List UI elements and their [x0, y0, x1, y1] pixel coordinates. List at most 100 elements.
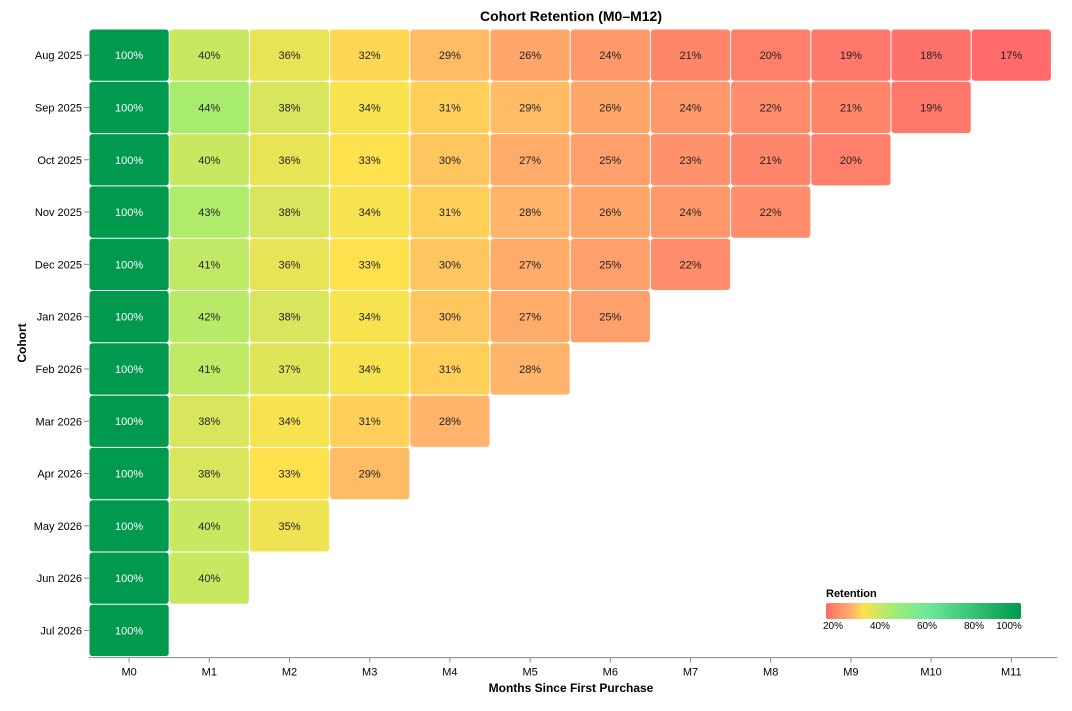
cell-value-label: 23% — [679, 155, 701, 167]
heatmap-cell — [169, 343, 249, 395]
heatmap-cell — [570, 186, 650, 238]
cell-value-label: 25% — [599, 155, 621, 167]
cell-value-label: 33% — [359, 155, 381, 167]
heatmap-cell — [249, 134, 330, 186]
heatmap-cell — [410, 291, 490, 343]
cell-value-label: 100% — [115, 573, 143, 585]
heatmap-cell — [410, 395, 490, 447]
cell-value-label: 36% — [278, 50, 300, 62]
cell-value-label: 40% — [198, 50, 220, 62]
heatmap-cell — [891, 81, 971, 134]
heatmap-cell — [249, 291, 330, 343]
cell-value-label: 21% — [760, 155, 782, 167]
cell-value-label: 27% — [519, 155, 541, 167]
x-tick-label: M8 — [763, 667, 778, 679]
heatmap-cell — [330, 81, 410, 134]
cell-value-label: 44% — [198, 102, 220, 114]
y-tick-label: Jun 2026 — [37, 573, 82, 585]
cell-value-label: 100% — [115, 521, 143, 533]
cell-value-label: 21% — [679, 50, 701, 62]
cell-value-label: 34% — [359, 207, 381, 219]
heatmap-cell — [650, 81, 731, 134]
heatmap-cell — [811, 81, 891, 134]
heatmap-cell — [249, 395, 330, 447]
cell-value-label: 38% — [278, 102, 300, 114]
cell-value-label: 34% — [359, 364, 381, 376]
cell-value-label: 19% — [840, 50, 862, 62]
color-legend: Retention 20% 40% 60% 80% 100% — [823, 588, 1022, 632]
heatmap-cell — [330, 29, 410, 81]
y-tick-label: Jul 2026 — [40, 625, 82, 637]
legend-tick-label: 20% — [823, 621, 843, 632]
heatmap-cell — [249, 186, 330, 238]
cell-value-label: 100% — [115, 259, 143, 271]
cell-value-label: 38% — [278, 207, 300, 219]
cell-value-label: 29% — [359, 469, 381, 481]
y-tick-label: Jan 2026 — [37, 312, 82, 324]
heatmap-cell — [89, 395, 169, 447]
x-tick-label: M0 — [121, 667, 136, 679]
heatmap-cell — [169, 29, 249, 81]
cell-value-label: 42% — [198, 312, 220, 324]
cell-value-label: 22% — [760, 207, 782, 219]
cell-value-label: 100% — [115, 625, 143, 637]
cell-value-label: 100% — [115, 312, 143, 324]
x-axis-title: Months Since First Purchase — [489, 681, 654, 695]
heatmap-cell — [410, 186, 490, 238]
heatmap-cell — [490, 81, 570, 134]
legend-title: Retention — [826, 588, 877, 600]
legend-tick-label: 60% — [917, 621, 937, 632]
heatmap-cell — [410, 343, 490, 395]
heatmap-cell — [169, 186, 249, 238]
cell-value-label: 26% — [599, 207, 621, 219]
heatmap-cell — [490, 238, 570, 290]
heatmap-cell — [650, 186, 731, 238]
heatmap-cell — [89, 186, 169, 238]
heatmap-cell — [650, 29, 731, 81]
cell-value-label: 28% — [519, 207, 541, 219]
cell-value-label: 100% — [115, 469, 143, 481]
x-tick-label: M4 — [442, 667, 457, 679]
cell-value-label: 100% — [115, 364, 143, 376]
y-tick-label: Oct 2025 — [37, 155, 82, 167]
x-tick-label: M1 — [202, 667, 217, 679]
x-tick-label: M5 — [522, 667, 537, 679]
cell-value-label: 31% — [439, 207, 461, 219]
legend-tick-label: 100% — [996, 621, 1022, 632]
cell-value-label: 34% — [359, 312, 381, 324]
heatmap-cell — [731, 81, 811, 134]
heatmap-cell — [330, 238, 410, 290]
heatmap-cell — [490, 343, 570, 395]
heatmap-cell — [490, 291, 570, 343]
cell-value-label: 17% — [1000, 50, 1022, 62]
heatmap-cell — [89, 81, 169, 134]
cell-value-label: 38% — [278, 312, 300, 324]
heatmap-cell — [89, 500, 169, 552]
heatmap-cell — [89, 238, 169, 290]
cell-value-label: 40% — [198, 521, 220, 533]
cell-value-label: 100% — [115, 207, 143, 219]
y-tick-label: May 2026 — [34, 521, 82, 533]
heatmap-cell — [330, 447, 410, 500]
heatmap-cell — [169, 395, 249, 447]
heatmap-cell — [89, 552, 169, 604]
cell-value-label: 19% — [920, 102, 942, 114]
heatmap-cell — [330, 291, 410, 343]
cell-value-label: 33% — [359, 259, 381, 271]
heatmap-cell — [330, 134, 410, 186]
cell-value-label: 34% — [359, 102, 381, 114]
heatmap-cell — [891, 29, 971, 81]
x-tick-label: M10 — [920, 667, 941, 679]
heatmap-cell — [490, 29, 570, 81]
y-tick-label: Mar 2026 — [36, 416, 82, 428]
legend-ticks: 20% 40% 60% 80% 100% — [823, 621, 1022, 632]
heatmap-cell — [731, 29, 811, 81]
y-axis: Aug 2025 Sep 2025 Oct 2025 Nov 2025 Dec 2025… — [34, 50, 89, 637]
cell-value-label: 32% — [359, 50, 381, 62]
heatmap-cell — [330, 343, 410, 395]
heatmap-cell — [490, 134, 570, 186]
cell-value-label: 31% — [439, 102, 461, 114]
cell-value-label: 34% — [278, 416, 300, 428]
